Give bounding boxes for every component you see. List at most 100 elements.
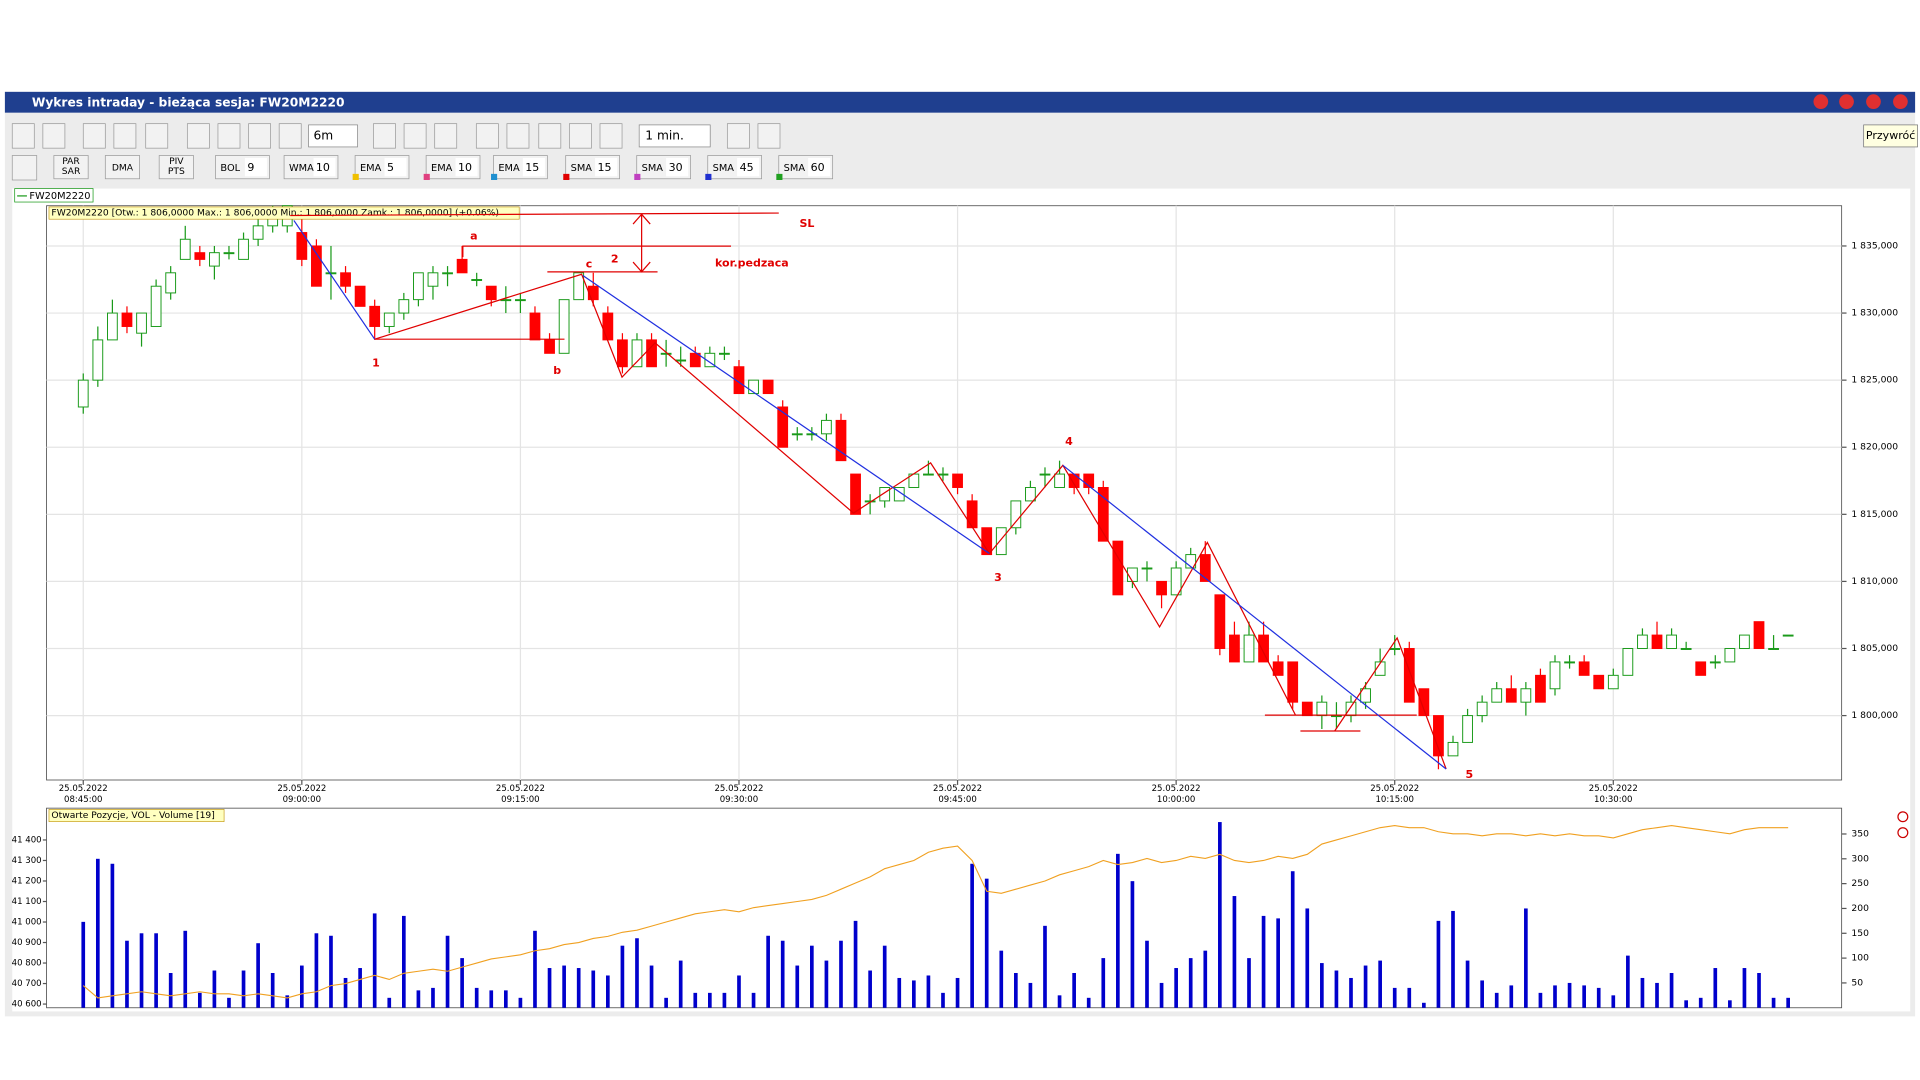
trend-line: [1062, 464, 1447, 770]
volume-bar: [241, 970, 246, 1008]
line-button[interactable]: [373, 123, 396, 149]
button-label: PIV: [169, 156, 184, 167]
candle-body: [850, 473, 861, 515]
lin-button[interactable]: [538, 123, 562, 149]
indicator-name: EMA: [498, 163, 520, 174]
candle-body: [529, 312, 541, 341]
candle-body: [544, 339, 555, 354]
annotation: 4: [1065, 435, 1073, 448]
minimize-button[interactable]: [1839, 94, 1854, 109]
annotation: 3: [994, 571, 1002, 584]
percent-button[interactable]: [599, 123, 623, 149]
volume-bar: [1494, 992, 1499, 1008]
indicator-marker: [491, 173, 498, 180]
volume-bar: [197, 992, 202, 1008]
toolbar-button[interactable]: [158, 155, 194, 180]
open-button[interactable]: [11, 123, 35, 149]
volume-bar: [168, 973, 173, 1008]
refresh-button[interactable]: [145, 123, 169, 149]
candle-body: [748, 379, 759, 395]
toolbar-button[interactable]: [104, 155, 140, 180]
candle-body: [179, 238, 191, 260]
next-button[interactable]: [278, 123, 302, 149]
zoom-in-button[interactable]: [217, 123, 241, 149]
candle-button[interactable]: [434, 123, 458, 149]
y-tick-label: 100: [1851, 953, 1869, 964]
candle-body: [427, 272, 439, 287]
trend-line: [582, 275, 990, 554]
zoom-out-button[interactable]: [248, 123, 271, 149]
indicator-name: SMA: [642, 163, 664, 174]
indicator-name: SMA: [713, 163, 735, 174]
tool-button[interactable]: [82, 123, 106, 149]
volume-bar: [591, 970, 596, 1008]
volume-bar: [1465, 960, 1470, 1008]
indicator-period-box: [522, 157, 545, 177]
window-title: Wykres intraday - bieżąca sesja: FW20M22…: [32, 95, 345, 109]
candle-body: [995, 527, 1007, 556]
log-button[interactable]: [475, 123, 499, 149]
wave-line: [1334, 636, 1447, 770]
indicator-button[interactable]: [11, 155, 38, 181]
x-tick-date: 25.05.2022: [59, 784, 108, 794]
bar-button[interactable]: [403, 123, 427, 149]
volume-bar: [1742, 968, 1747, 1008]
indicator-period: 10: [458, 161, 472, 174]
panel-settings[interactable]: [1897, 827, 1909, 839]
volume-bar: [314, 933, 319, 1008]
y2-tick-label: 40 800: [12, 959, 42, 969]
y-tick-label: 150: [1851, 928, 1869, 939]
price-layer: 1 800,000 1 805,000 1 810,000 1 815,000 1 82…: [46, 205, 1898, 805]
candle-body: [1520, 688, 1532, 703]
y2-tick-label: 40 700: [12, 979, 42, 989]
indicator-marker: [563, 173, 570, 180]
y-tick-label: 300: [1851, 853, 1869, 864]
x-tick-time: 10:00:00: [1157, 795, 1195, 805]
volume-bar: [1014, 973, 1018, 1008]
candle-body: [893, 487, 905, 502]
indicator-marker: [634, 173, 641, 180]
interval-select[interactable]: [308, 124, 358, 148]
annotation: c: [586, 257, 593, 270]
close-button[interactable]: [1893, 94, 1908, 109]
volume-bar: [576, 968, 581, 1008]
candle-body: [1622, 648, 1634, 676]
color-button[interactable]: [726, 123, 750, 149]
indicator-marker: [705, 173, 712, 180]
candle-body: [369, 305, 381, 327]
save-button[interactable]: [42, 123, 66, 149]
volume-bar: [1276, 918, 1280, 1008]
title-bar: [4, 91, 1916, 113]
restore-button[interactable]: [1866, 94, 1881, 109]
button-label: PTS: [168, 166, 185, 177]
volume-bar: [139, 933, 144, 1008]
volume-bar: [1786, 997, 1790, 1008]
volume-bar: [1320, 963, 1324, 1008]
panel-close[interactable]: [1897, 811, 1909, 823]
candle-body: [689, 352, 701, 368]
candle-body: [1637, 634, 1648, 649]
lin-button[interactable]: [569, 123, 592, 149]
toolbar-button[interactable]: [53, 155, 89, 180]
prev-button[interactable]: [186, 123, 210, 149]
candle-body: [165, 272, 177, 294]
y2-tick-label: 41 200: [12, 876, 42, 886]
log-button[interactable]: [506, 123, 530, 149]
volume-bar: [1407, 987, 1412, 1008]
edit-button[interactable]: [757, 123, 781, 149]
tool-button[interactable]: [113, 123, 137, 149]
candle-body: [762, 379, 774, 395]
volume-bar: [999, 950, 1004, 1008]
volume-bar: [1378, 960, 1382, 1008]
volume-bar: [533, 930, 537, 1008]
candle-body: [1447, 741, 1459, 757]
volume-bar: [329, 935, 333, 1008]
candle-body: [150, 285, 162, 327]
candle-body: [121, 312, 133, 327]
candle-body: [485, 285, 497, 301]
indicator-name: EMA: [431, 163, 453, 174]
settings-button[interactable]: [1813, 94, 1829, 109]
candle-body: [835, 419, 847, 462]
period-select[interactable]: [638, 124, 711, 148]
volume-bar: [1684, 1000, 1688, 1008]
